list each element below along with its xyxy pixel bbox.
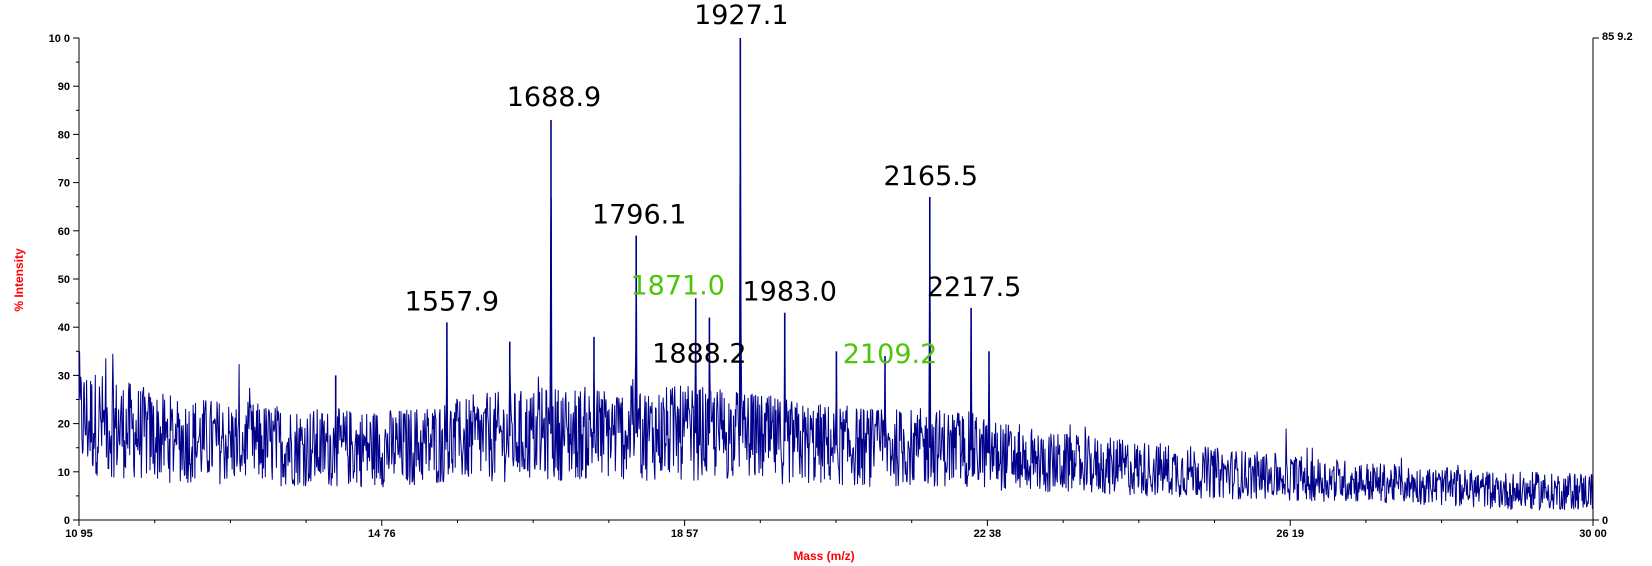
x-tick-label: 30 00 — [1579, 528, 1607, 540]
x-tick-label: 10 95 — [65, 528, 93, 540]
x-axis-title: Mass (m/z) — [793, 549, 854, 563]
y-tick-label: 80 — [58, 129, 70, 141]
y-tick-label: 30 — [58, 370, 70, 382]
peak-label: 2165.5 — [884, 161, 978, 192]
y-tick-label: 10 0 — [49, 33, 70, 45]
x-tick-label: 22 38 — [974, 528, 1002, 540]
y-axis-title: % Intensity — [12, 248, 26, 312]
y-tick-label: 20 — [58, 419, 70, 431]
x-axis: 10 95 14 76 18 57 22 38 26 19 30 00 — [65, 519, 1607, 540]
right-axis-zero-label: 0 — [1602, 515, 1608, 527]
x-tick-label: 26 19 — [1276, 528, 1304, 540]
peak-label: 1983.0 — [742, 277, 836, 308]
y-tick-label: 70 — [58, 178, 70, 190]
x-tick-label: 18 57 — [671, 528, 699, 540]
y-tick-label: 50 — [58, 274, 70, 286]
y-tick-label: 10 — [58, 467, 70, 479]
peak-label: 1796.1 — [592, 200, 686, 231]
peak-label: 1688.9 — [507, 82, 601, 113]
spectrum-trace — [78, 109, 1594, 511]
peak-label: 1557.9 — [405, 286, 499, 317]
peak-label: 1888.2 — [652, 339, 746, 370]
peak-label: 2109.2 — [843, 339, 937, 370]
peak-label: 1871.0 — [630, 270, 724, 301]
peak-lines — [334, 38, 990, 454]
y-axis: 0 10 20 30 40 50 60 70 80 90 10 0 — [49, 33, 80, 527]
x-tick-label: 14 76 — [368, 528, 396, 540]
right-axis-max-label: 85 9.2 — [1602, 31, 1633, 43]
right-axis: 85 9.2 0 — [1592, 31, 1633, 527]
peak-label: 1927.1 — [694, 0, 788, 31]
peak-labels: 1557.9 1688.9 1796.1 1871.0 1888.2 1927.1 1983… — [405, 0, 1022, 370]
y-tick-label: 40 — [58, 322, 70, 334]
y-tick-label: 90 — [58, 81, 70, 93]
y-tick-label: 60 — [58, 226, 70, 238]
peak-label: 2217.5 — [927, 272, 1021, 303]
y-tick-label: 0 — [64, 515, 70, 527]
